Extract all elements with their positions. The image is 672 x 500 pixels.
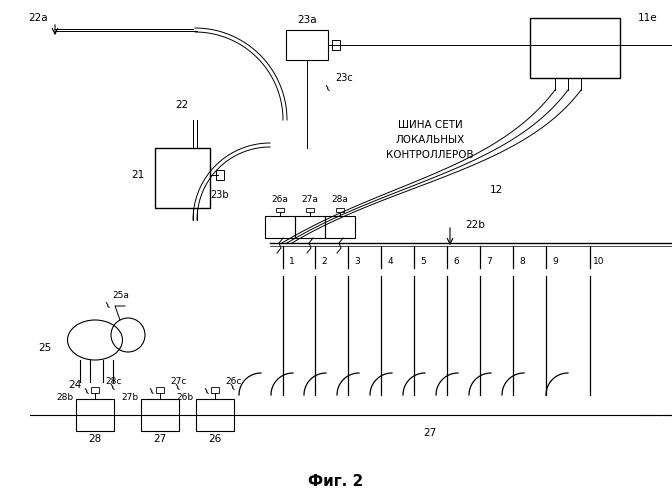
Text: 28a: 28a [331, 196, 349, 204]
Text: 26c: 26c [225, 376, 241, 386]
Bar [530, 18, 620, 78]
Text: 28b: 28b [56, 392, 73, 402]
Text: 9: 9 [552, 256, 558, 266]
Bar [286, 30, 328, 60]
Bar [332, 40, 340, 50]
Text: 23c: 23c [335, 73, 353, 83]
Text: 22: 22 [175, 100, 188, 110]
Text: 25a: 25a [112, 290, 129, 300]
Text: 22a: 22a [28, 13, 48, 23]
Text: 28c: 28c [105, 376, 122, 386]
Bar [306, 208, 314, 212]
Bar [76, 399, 114, 431]
Text: 27c: 27c [170, 376, 186, 386]
Text: 1: 1 [289, 256, 295, 266]
Text: 26a: 26a [271, 196, 288, 204]
Text: 3: 3 [354, 256, 360, 266]
Bar [211, 387, 219, 393]
Bar [91, 387, 99, 393]
Text: 23b: 23b [211, 190, 229, 200]
Text: 4: 4 [387, 256, 393, 266]
Text: 28: 28 [89, 434, 101, 444]
Text: 5: 5 [420, 256, 426, 266]
Bar [265, 216, 295, 238]
Bar [295, 216, 325, 238]
Text: 8: 8 [519, 256, 525, 266]
Text: 21: 21 [131, 170, 144, 180]
Text: 7: 7 [486, 256, 492, 266]
Text: 11e: 11e [638, 13, 658, 23]
Bar [325, 216, 355, 238]
Text: ШИНА СЕТИ
ЛОКАЛЬНЫХ
КОНТРОЛЛЕРОВ: ШИНА СЕТИ ЛОКАЛЬНЫХ КОНТРОЛЛЕРОВ [386, 120, 474, 160]
Text: 25: 25 [38, 343, 51, 353]
Bar [156, 387, 164, 393]
Text: 24: 24 [69, 380, 81, 390]
Bar [196, 399, 234, 431]
Text: 27b: 27b [121, 392, 138, 402]
Text: 12: 12 [490, 185, 503, 195]
Text: 2: 2 [321, 256, 327, 266]
Text: 26: 26 [208, 434, 222, 444]
Text: 27: 27 [153, 434, 167, 444]
Bar [276, 208, 284, 212]
Text: 26b: 26b [176, 392, 193, 402]
Text: 22b: 22b [465, 220, 485, 230]
Bar [141, 399, 179, 431]
Bar [336, 208, 344, 212]
Bar [155, 148, 210, 208]
Text: 27: 27 [423, 428, 437, 438]
Text: Фиг. 2: Фиг. 2 [308, 474, 364, 490]
Text: 23a: 23a [297, 15, 317, 25]
Text: 27a: 27a [302, 196, 319, 204]
Text: 6: 6 [453, 256, 459, 266]
Text: 10: 10 [593, 256, 605, 266]
Bar [216, 170, 224, 180]
